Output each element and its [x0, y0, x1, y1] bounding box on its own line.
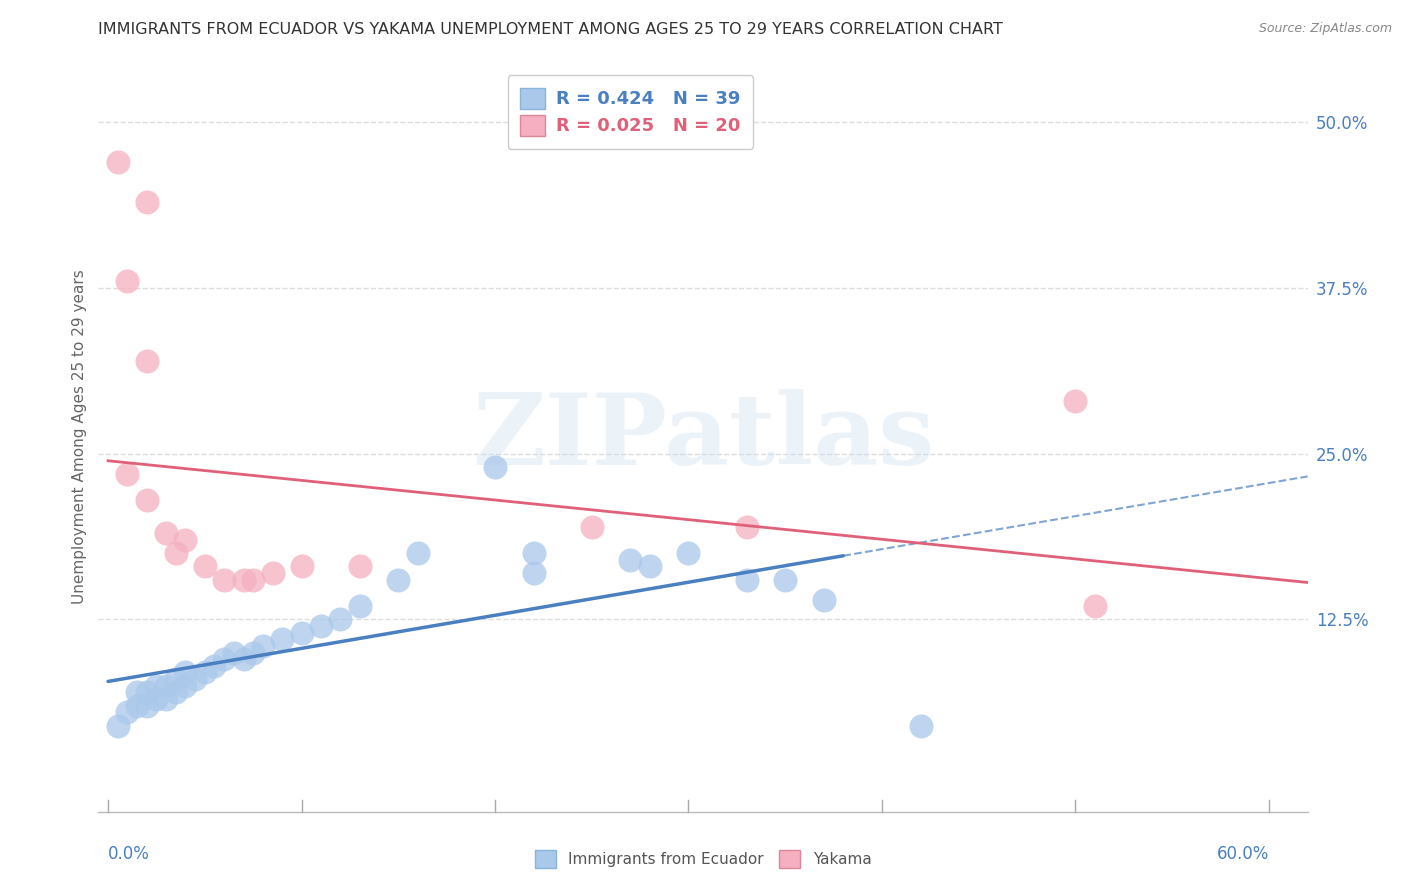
Point: [212, 652, 235, 666]
Point: [523, 546, 546, 560]
Point: [194, 559, 217, 574]
Point: [155, 679, 177, 693]
Point: [309, 619, 332, 633]
Point: [1064, 393, 1087, 408]
Point: [174, 665, 197, 680]
Point: [184, 672, 207, 686]
Point: [349, 599, 371, 614]
Point: [678, 546, 700, 560]
Point: [127, 685, 149, 699]
Point: [735, 573, 758, 587]
Point: [406, 546, 429, 560]
Point: [638, 559, 661, 574]
Point: [145, 679, 167, 693]
Point: [242, 573, 264, 587]
Point: [165, 546, 187, 560]
Point: [523, 566, 546, 580]
Point: [135, 698, 157, 713]
Point: [117, 467, 139, 481]
Point: [107, 718, 129, 732]
Point: [117, 274, 139, 288]
Point: [174, 679, 197, 693]
Legend: Immigrants from Ecuador, Yakama: Immigrants from Ecuador, Yakama: [527, 843, 879, 875]
Point: [773, 573, 796, 587]
Point: [262, 566, 284, 580]
Point: [484, 459, 506, 474]
Point: [349, 559, 371, 574]
Text: ZIPatlas: ZIPatlas: [472, 389, 934, 485]
Point: [135, 493, 157, 508]
Point: [135, 354, 157, 368]
Point: [735, 519, 758, 533]
Point: [1084, 599, 1107, 614]
Text: 0.0%: 0.0%: [108, 845, 150, 863]
Point: [290, 559, 312, 574]
Text: Source: ZipAtlas.com: Source: ZipAtlas.com: [1258, 22, 1392, 36]
Point: [155, 526, 177, 541]
Text: IMMIGRANTS FROM ECUADOR VS YAKAMA UNEMPLOYMENT AMONG AGES 25 TO 29 YEARS CORRELA: IMMIGRANTS FROM ECUADOR VS YAKAMA UNEMPL…: [98, 22, 1004, 37]
Point: [135, 194, 157, 209]
Point: [232, 652, 254, 666]
Point: [232, 573, 254, 587]
Point: [127, 698, 149, 713]
Point: [194, 665, 217, 680]
Point: [581, 519, 603, 533]
Point: [174, 533, 197, 547]
Point: [271, 632, 294, 647]
Point: [155, 692, 177, 706]
Point: [242, 646, 264, 660]
Point: [117, 705, 139, 719]
Point: [387, 573, 409, 587]
Point: [290, 625, 312, 640]
Point: [619, 553, 641, 567]
Point: [222, 646, 245, 660]
Legend: R = 0.424   N = 39, R = 0.025   N = 20: R = 0.424 N = 39, R = 0.025 N = 20: [508, 75, 754, 149]
Point: [145, 692, 167, 706]
Point: [212, 573, 235, 587]
Point: [813, 592, 835, 607]
Point: [910, 718, 932, 732]
Point: [252, 639, 274, 653]
Point: [107, 155, 129, 169]
Text: 60.0%: 60.0%: [1216, 845, 1268, 863]
Point: [165, 672, 187, 686]
Point: [329, 612, 352, 626]
Point: [165, 685, 187, 699]
Point: [135, 685, 157, 699]
Y-axis label: Unemployment Among Ages 25 to 29 years: Unemployment Among Ages 25 to 29 years: [72, 269, 87, 605]
Point: [204, 658, 226, 673]
